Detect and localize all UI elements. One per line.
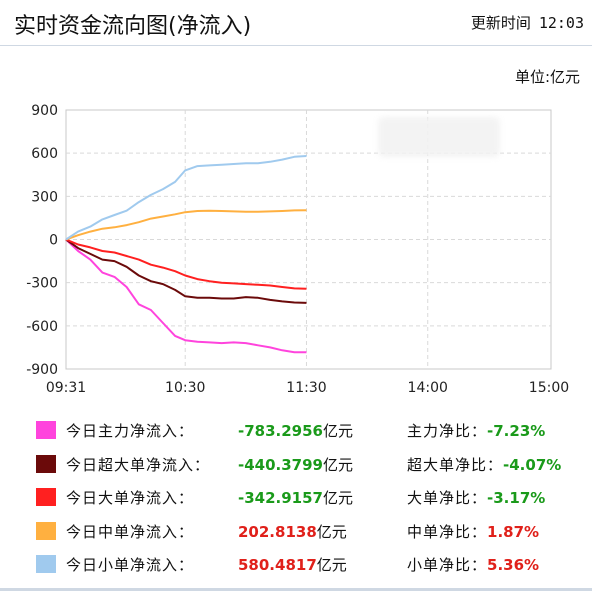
legend-value-unit: 亿元 bbox=[316, 556, 347, 574]
update-time-value: 12:03 bbox=[538, 14, 584, 32]
legend-row: 今日小单净流入： 580.4817亿元 小单净比：5.36% bbox=[0, 552, 592, 576]
legend-value: 580.4817亿元 bbox=[238, 554, 347, 575]
y-tick-label: -900 bbox=[26, 362, 58, 378]
legend-swatch bbox=[36, 521, 56, 540]
legend-value-number: 580.4817 bbox=[238, 556, 317, 574]
legend-value-unit: 亿元 bbox=[322, 422, 353, 440]
legend-swatch bbox=[36, 454, 56, 473]
legend-ratio: 主力净比：-7.23% bbox=[407, 420, 545, 441]
page-title: 实时资金流向图(净流入) bbox=[14, 14, 252, 39]
x-tick-label: 11:30 bbox=[286, 380, 326, 396]
legend-ratio: 超大单净比：-4.07% bbox=[407, 454, 561, 475]
legend-value-number: 202.8138 bbox=[238, 522, 317, 541]
legend-value: -342.9157亿元 bbox=[238, 487, 353, 508]
legend-name: 今日小单净流入： bbox=[66, 556, 195, 574]
legend-ratio-value: -3.17% bbox=[487, 489, 546, 507]
legend-ratio-label: 小单净比： bbox=[407, 556, 488, 574]
legend-ratio-label: 主力净比： bbox=[407, 422, 488, 440]
legend-value: -440.3799亿元 bbox=[238, 454, 353, 475]
legend-ratio-label: 大单净比： bbox=[407, 489, 488, 507]
legend-value-unit: 亿元 bbox=[322, 489, 353, 507]
legend-value-number: -440.3799 bbox=[238, 455, 323, 474]
series-line-0 bbox=[65, 238, 307, 354]
y-tick-label: 300 bbox=[31, 189, 58, 205]
legend-row: 今日超大单净流入： -440.3799亿元 超大单净比：-4.07% bbox=[0, 452, 592, 476]
series-line-3 bbox=[65, 209, 307, 241]
legend-ratio: 大单净比：-3.17% bbox=[407, 487, 545, 508]
blurred-overlay bbox=[378, 117, 500, 157]
x-tick-label: 15:00 bbox=[529, 380, 569, 396]
legend-name: 今日大单净流入： bbox=[66, 489, 195, 507]
x-tick-label: 10:30 bbox=[165, 380, 205, 396]
legend-value-number: -342.9157 bbox=[238, 489, 323, 507]
legend-name: 今日中单净流入： bbox=[66, 522, 195, 541]
legend-ratio: 小单净比：5.36% bbox=[407, 554, 539, 575]
series-line-1 bbox=[65, 238, 307, 304]
legend-row: 今日中单净流入： 202.8138亿元 中单净比：1.87% bbox=[0, 519, 592, 543]
y-tick-label: -300 bbox=[26, 276, 58, 292]
legend-value-number: -783.2956 bbox=[238, 422, 323, 440]
x-tick-label: 14:00 bbox=[408, 380, 448, 396]
legend-ratio-label: 中单净比： bbox=[407, 522, 488, 541]
legend-value-unit: 亿元 bbox=[316, 522, 347, 541]
legend-row: 今日主力净流入： -783.2956亿元 主力净比：-7.23% bbox=[0, 418, 592, 442]
legend-ratio-value: 1.87% bbox=[487, 522, 540, 541]
legend-value-unit: 亿元 bbox=[322, 455, 353, 474]
fund-flow-chart: 900 600 300 0 -300 -600 -900 09:31 10:30 11:30 14:… bbox=[26, 103, 569, 396]
legend-ratio-value: -7.23% bbox=[487, 422, 546, 440]
legend-value: 202.8138亿元 bbox=[238, 521, 347, 542]
bottom-divider bbox=[0, 588, 592, 591]
unit-label: 单位:亿元 bbox=[514, 68, 580, 86]
y-tick-label: 600 bbox=[31, 146, 58, 162]
legend-ratio-value: -4.07% bbox=[503, 455, 562, 474]
y-tick-label: -600 bbox=[26, 319, 58, 335]
series-line-2 bbox=[65, 238, 307, 290]
legend-swatch bbox=[36, 421, 56, 439]
update-label: 更新时间 bbox=[470, 14, 531, 32]
legend-name: 今日主力净流入： bbox=[66, 422, 195, 440]
y-tick-label: 0 bbox=[49, 233, 58, 249]
legend-swatch bbox=[36, 555, 56, 573]
legend-value: -783.2956亿元 bbox=[238, 420, 353, 441]
legend-ratio: 中单净比：1.87% bbox=[407, 521, 539, 542]
legend-row: 今日大单净流入： -342.9157亿元 大单净比：-3.17% bbox=[0, 485, 592, 509]
series-line-4 bbox=[65, 155, 307, 241]
y-tick-label: 900 bbox=[31, 103, 58, 119]
header: 实时资金流向图(净流入) 更新时间 12:03 bbox=[0, 0, 592, 46]
x-tick-label: 09:31 bbox=[46, 380, 86, 396]
update-time: 更新时间 12:03 bbox=[471, 12, 584, 33]
legend-swatch bbox=[36, 488, 56, 506]
legend-ratio-value: 5.36% bbox=[487, 556, 540, 574]
legend-ratio-label: 超大单净比： bbox=[407, 455, 504, 474]
legend-name: 今日超大单净流入： bbox=[66, 455, 211, 474]
